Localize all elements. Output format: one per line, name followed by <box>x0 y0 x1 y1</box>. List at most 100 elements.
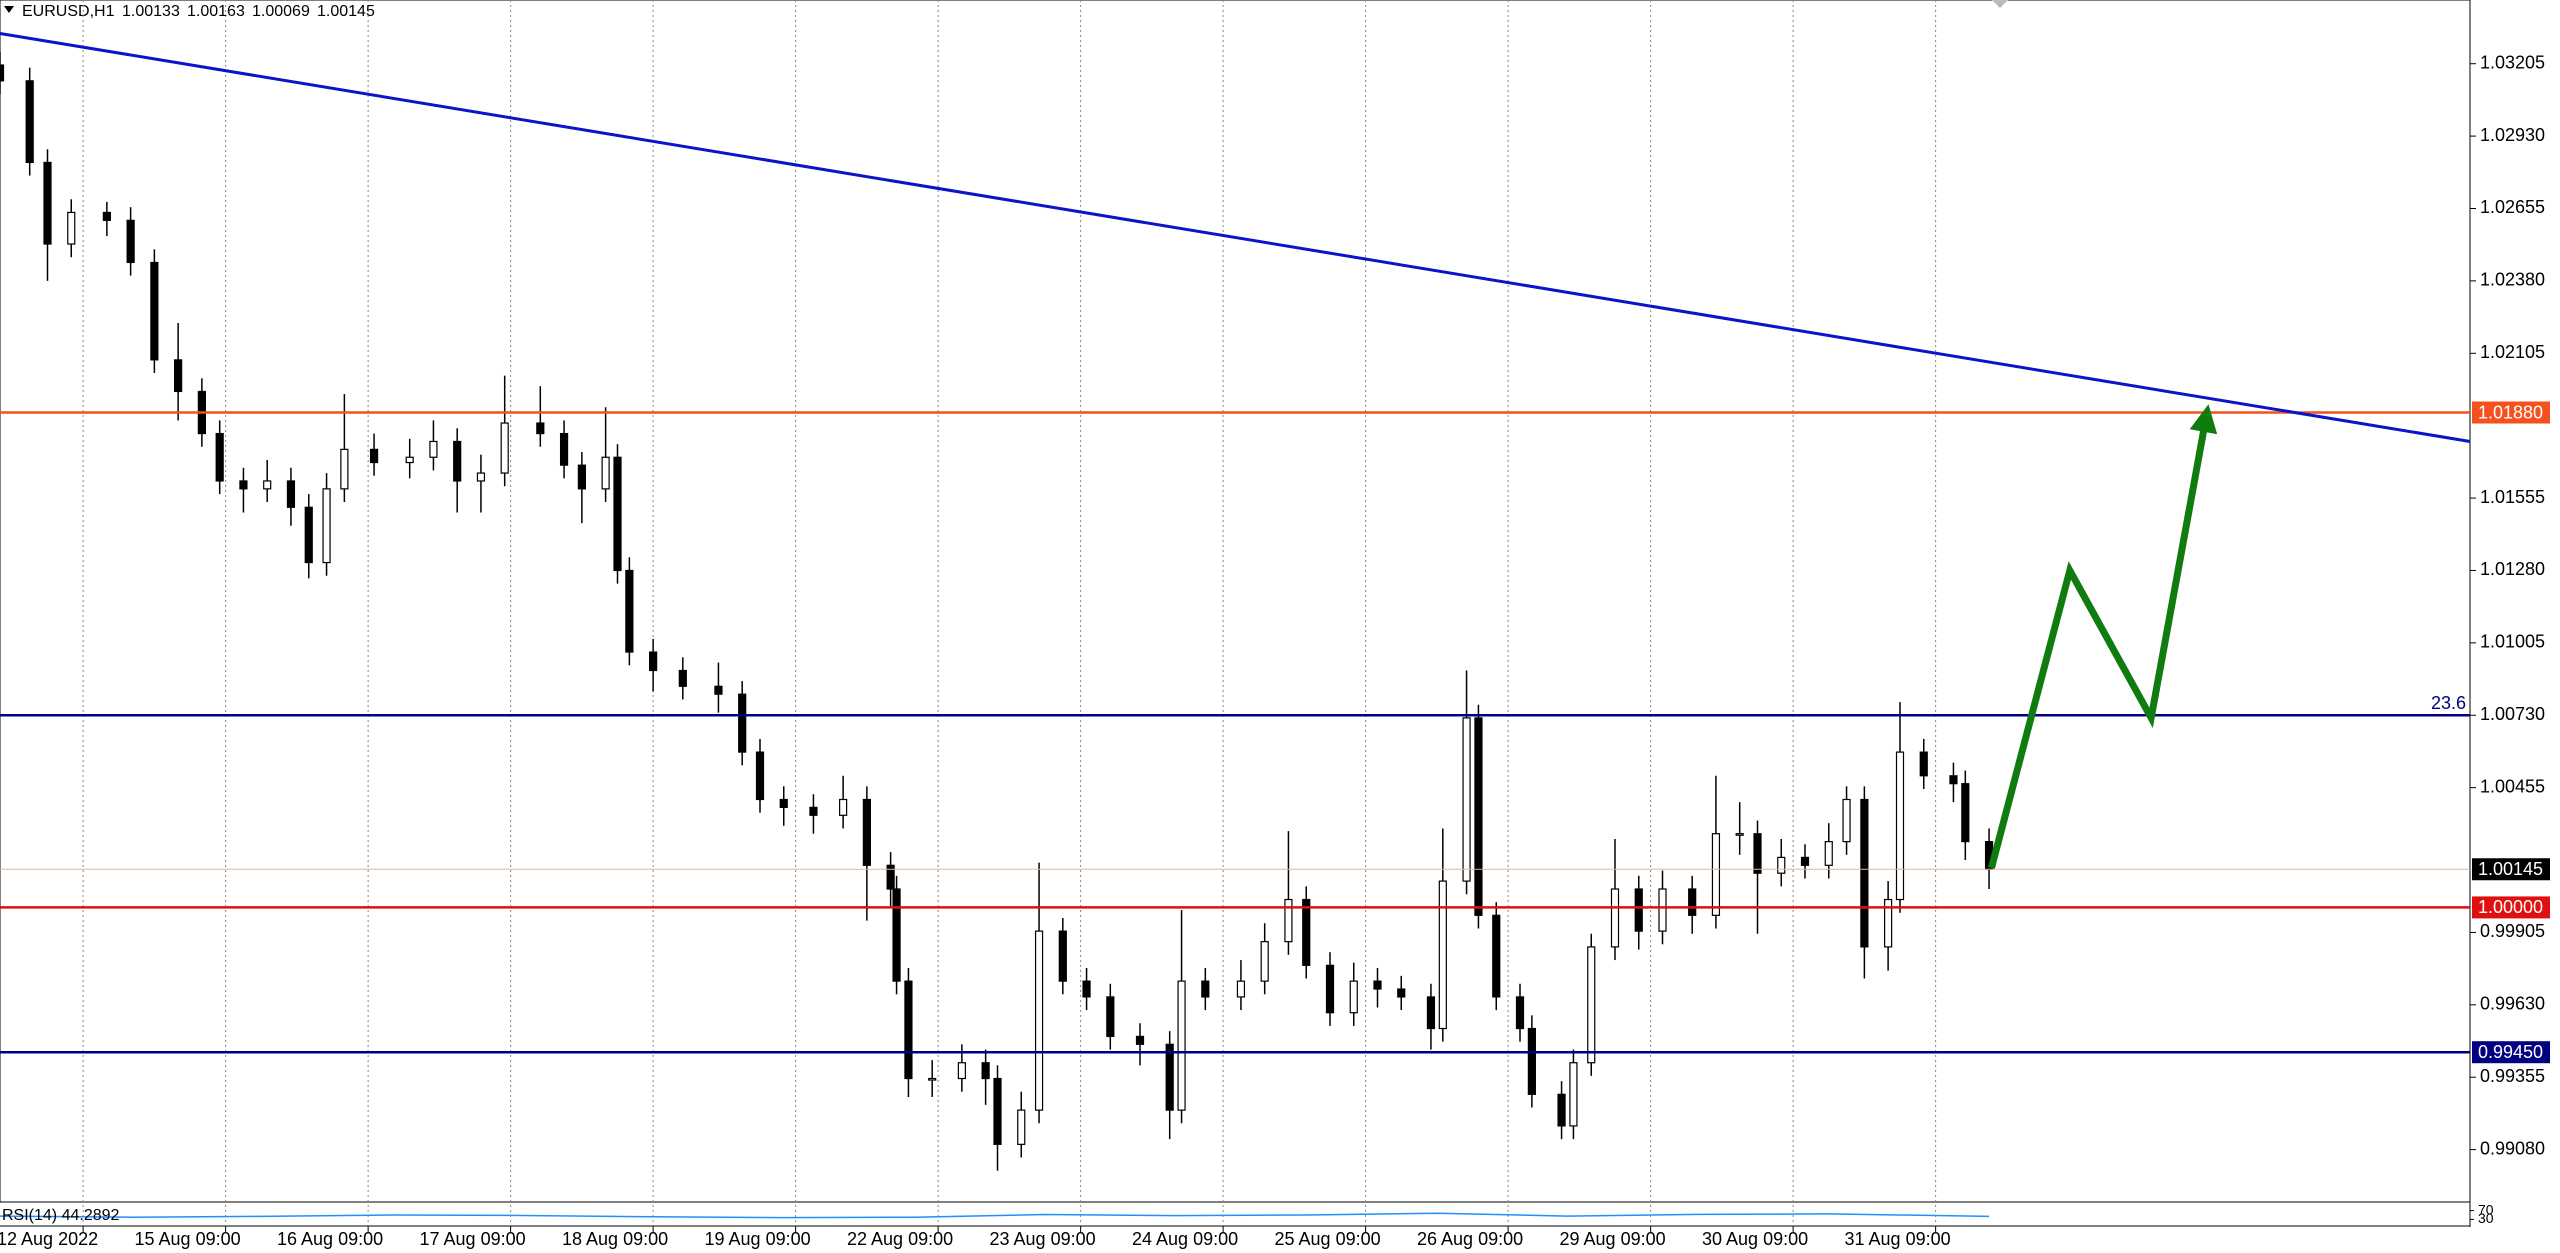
y-tick-label: 1.03205 <box>2480 52 2545 72</box>
candle-body <box>1201 980 1210 998</box>
candle-body <box>1842 798 1851 843</box>
y-tick-label: 1.01280 <box>2480 559 2545 579</box>
marker <box>1992 0 2008 8</box>
candle-body <box>1800 856 1810 866</box>
candle-body <box>714 685 723 695</box>
candle-body <box>1949 775 1958 785</box>
candle-body <box>1777 856 1786 874</box>
price-tag <box>2472 858 2550 881</box>
candle-body <box>1658 888 1667 932</box>
y-tick-label: 1.01555 <box>2480 487 2545 507</box>
quote-value: 1.00133 <box>122 3 180 20</box>
candle-body <box>1492 914 1501 998</box>
candle-body <box>1688 888 1697 916</box>
candle-body <box>369 448 379 464</box>
x-tick-label: 24 Aug 09:00 <box>1132 1229 1238 1249</box>
candle-body <box>1961 783 1970 843</box>
quote-value: 1.00163 <box>187 3 245 20</box>
marks <box>0 51 1994 1171</box>
candle-body <box>536 422 545 435</box>
candle-body <box>1895 751 1905 901</box>
level-label: 1.00000 <box>2478 897 2543 917</box>
candle-body <box>1349 980 1358 1014</box>
candle-body <box>1824 841 1833 866</box>
candle-body <box>1373 980 1382 990</box>
candle-body <box>174 359 183 393</box>
candle-body <box>892 888 901 982</box>
candle-body <box>1474 717 1483 916</box>
y-tick-label: 1.02930 <box>2480 125 2545 145</box>
candle-body <box>286 480 296 508</box>
candle-body <box>1527 1027 1536 1095</box>
x-tick-label: 26 Aug 09:00 <box>1417 1229 1523 1249</box>
y-tick-label: 0.99630 <box>2480 994 2545 1014</box>
x-tick-label: 15 Aug 09:00 <box>135 1229 241 1249</box>
candle-body <box>1165 1043 1174 1111</box>
price-label: 1.00145 <box>2478 859 2543 879</box>
x-tick-label: 30 Aug 09:00 <box>1702 1229 1808 1249</box>
candle-body <box>678 669 687 687</box>
level-tag <box>2472 1041 2550 1064</box>
candle-body <box>1236 980 1246 998</box>
candle-body <box>322 488 331 564</box>
candle-body <box>601 456 610 490</box>
rsi-line <box>0 1212 1990 1219</box>
candle-body <box>1284 898 1293 943</box>
plot-frame <box>0 0 2471 1203</box>
y-tick-label: 1.01005 <box>2480 632 2545 652</box>
y-tick-label: 0.99905 <box>2480 921 2545 941</box>
y-tick-label: 0.99355 <box>2480 1066 2545 1086</box>
candle-body <box>1302 898 1311 966</box>
candle-body <box>0 64 5 82</box>
candle-body <box>1260 941 1269 982</box>
candle-body <box>304 506 313 564</box>
candle-body <box>1884 898 1893 948</box>
candle-body <box>1711 833 1721 916</box>
candle-body <box>577 464 586 490</box>
x-tick-label: 22 Aug 09:00 <box>847 1229 953 1249</box>
rsi-label: RSI(14) 44.2892 <box>2 1207 120 1224</box>
level-tag <box>2472 401 2550 424</box>
candle-body <box>67 211 76 245</box>
candle-body <box>981 1062 990 1080</box>
x-tick-label: 23 Aug 09:00 <box>990 1229 1096 1249</box>
quote-value: 1.00145 <box>317 3 375 20</box>
candle-body <box>1177 980 1186 1111</box>
level-label: 0.99450 <box>2478 1042 2543 1062</box>
candle-body <box>1082 980 1091 998</box>
candle-body <box>1634 888 1643 932</box>
candle-body <box>1610 888 1620 948</box>
level-tag <box>2472 896 2550 919</box>
candle-body <box>1397 988 1406 998</box>
candle-body <box>102 211 111 221</box>
x-tick-label: 19 Aug 09:00 <box>705 1229 811 1249</box>
y-tick-label: 1.02655 <box>2480 197 2545 217</box>
candle-body <box>738 693 747 753</box>
candle-body <box>1135 1035 1145 1045</box>
rsi-tick-label: 30 <box>2478 1210 2494 1226</box>
x-tick-label: 18 Aug 09:00 <box>562 1229 668 1249</box>
trendline <box>0 31 2471 443</box>
candle-body <box>957 1062 966 1080</box>
candle-body <box>43 161 52 245</box>
candle-body <box>559 432 569 466</box>
forecast-arrow <box>1988 404 2218 869</box>
x-tick-label: 16 Aug 09:00 <box>277 1229 383 1249</box>
candle-body <box>649 651 658 672</box>
candle-body <box>1569 1062 1578 1127</box>
candle-body <box>476 472 486 482</box>
candle-body <box>405 456 414 464</box>
candle-body <box>755 751 765 801</box>
x-tick-label: 12 Aug 2022 <box>0 1229 98 1249</box>
menu-triangle <box>4 6 14 13</box>
candle-body <box>839 798 848 816</box>
candle-body <box>500 422 509 474</box>
candle-body <box>809 806 818 816</box>
candle-body <box>1017 1109 1026 1145</box>
candle-body <box>1058 930 1067 982</box>
candle-body <box>1753 833 1762 874</box>
candle-body <box>1034 930 1044 1111</box>
